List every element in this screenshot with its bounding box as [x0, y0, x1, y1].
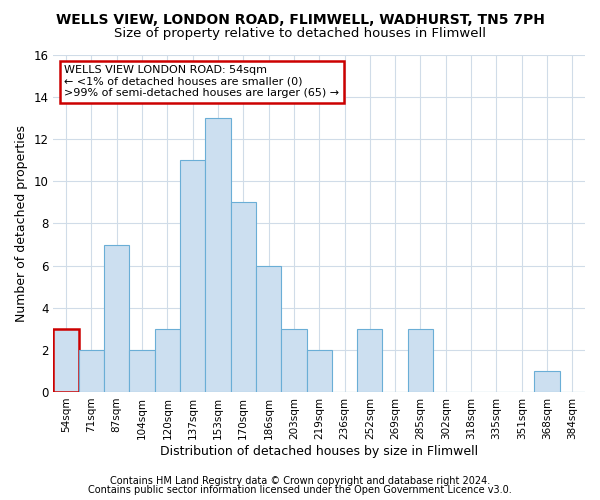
Bar [281, 329, 307, 392]
Bar [535, 371, 560, 392]
Bar [79, 350, 104, 392]
Text: Contains HM Land Registry data © Crown copyright and database right 2024.: Contains HM Land Registry data © Crown c… [110, 476, 490, 486]
Bar [205, 118, 230, 392]
Text: Contains public sector information licensed under the Open Government Licence v3: Contains public sector information licen… [88, 485, 512, 495]
Bar [180, 160, 205, 392]
Bar [256, 266, 281, 392]
Text: WELLS VIEW, LONDON ROAD, FLIMWELL, WADHURST, TN5 7PH: WELLS VIEW, LONDON ROAD, FLIMWELL, WADHU… [56, 12, 544, 26]
Text: Size of property relative to detached houses in Flimwell: Size of property relative to detached ho… [114, 28, 486, 40]
Bar [53, 329, 79, 392]
Bar [104, 244, 130, 392]
Bar [230, 202, 256, 392]
Bar [155, 329, 180, 392]
Bar [307, 350, 332, 392]
Y-axis label: Number of detached properties: Number of detached properties [15, 125, 28, 322]
Bar [357, 329, 382, 392]
Bar [408, 329, 433, 392]
Bar [130, 350, 155, 392]
Text: WELLS VIEW LONDON ROAD: 54sqm
← <1% of detached houses are smaller (0)
>99% of s: WELLS VIEW LONDON ROAD: 54sqm ← <1% of d… [64, 65, 339, 98]
X-axis label: Distribution of detached houses by size in Flimwell: Distribution of detached houses by size … [160, 444, 478, 458]
